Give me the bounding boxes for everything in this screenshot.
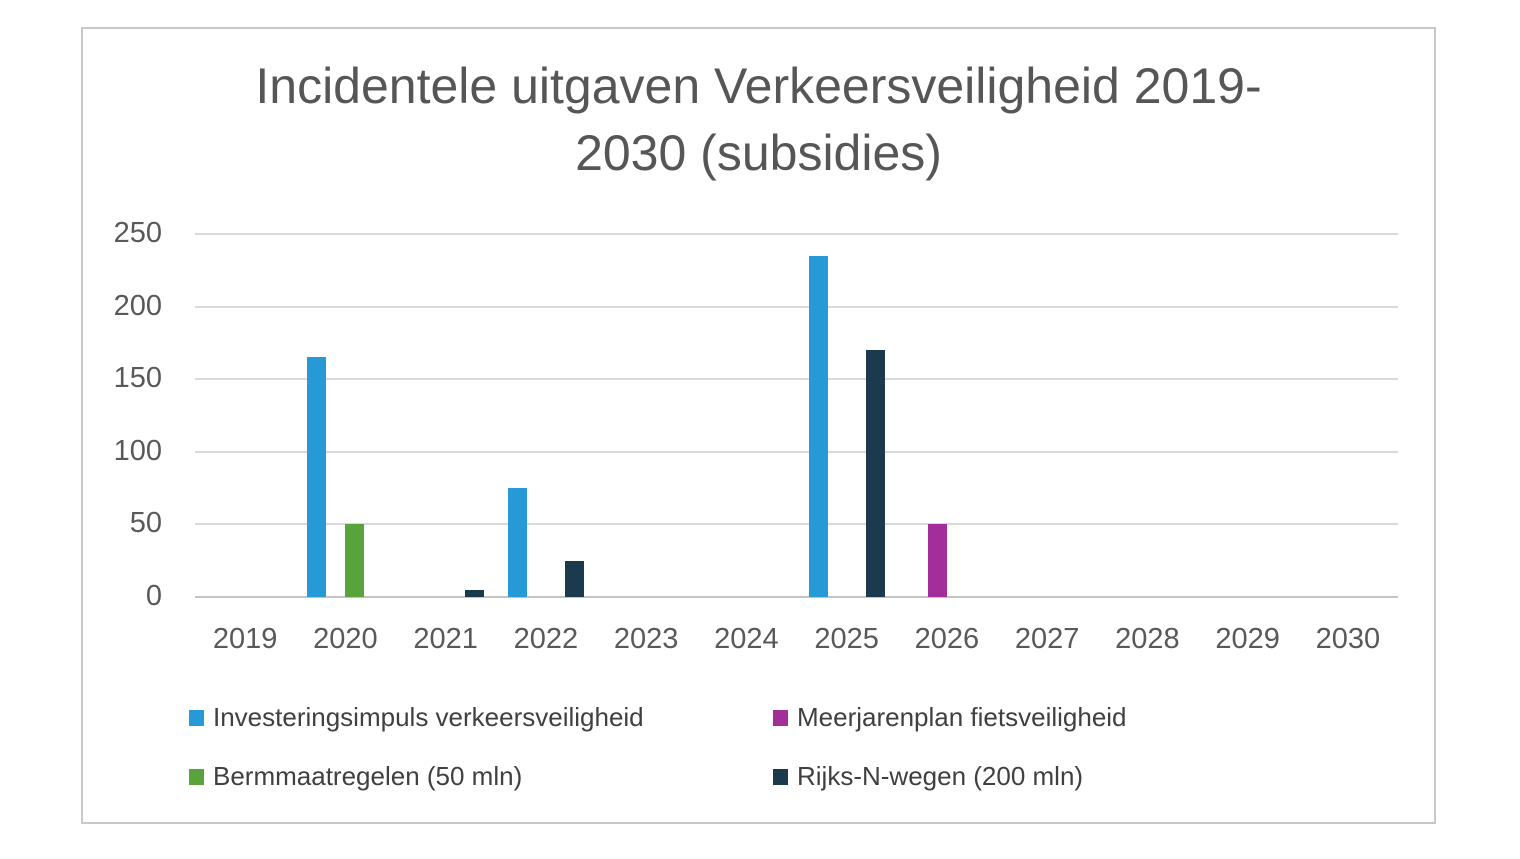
legend-item-investeringsimpuls-verkeersveiligheid: Investeringsimpuls verkeersveiligheid [189,701,773,734]
gridline-y-200 [195,305,1398,308]
bar-rijks-n-wegen-2022 [564,560,584,597]
y-tick-label-250: 250 [113,217,162,249]
gridline-y-250 [195,233,1398,235]
legend-item-rijks-n-wegen: Rijks-N-wegen (200 mln) [773,760,1127,793]
legend-label-investeringsimpuls-verkeersveiligheid: Investeringsimpuls verkeersveiligheid [213,702,644,732]
gridline-y-50 [195,523,1398,526]
y-tick-label-200: 200 [113,289,162,322]
x-tick-label-2020: 2020 [313,623,378,655]
legend-label-meerjarenplan-fietsveiligheid: Meerjarenplan fietsveiligheid [797,702,1127,732]
x-tick-label-2029: 2029 [1215,623,1280,655]
bar-investeringsimpuls-verkeersveiligheid-2020 [307,357,327,597]
y-tick-label-0: 0 [145,580,162,612]
x-tick-label-2030: 2030 [1315,623,1381,655]
x-tick-label-2024: 2024 [714,623,779,655]
legend-swatch-rijks-n-wegen [773,768,788,785]
x-tick-label-2025: 2025 [814,623,879,655]
legend-label-rijks-n-wegen: Rijks-N-wegen (200 mln) [797,761,1084,791]
bar-investeringsimpuls-verkeersveiligheid-2025 [808,255,828,597]
chart-title-text: Incidentele uitgaven Verkeersveiligheid … [255,58,1262,181]
y-tick-label-100: 100 [113,434,162,467]
x-tick-label-2023: 2023 [613,623,679,655]
chart-title: Incidentele uitgaven Verkeersveiligheid … [83,53,1434,187]
y-tick-label-50: 50 [129,507,162,540]
x-tick-label-2021: 2021 [413,623,478,655]
bar-investeringsimpuls-verkeersveiligheid-2022 [507,488,527,597]
gridline-y-150 [195,378,1398,381]
legend-swatch-meerjarenplan-fietsveiligheid [773,709,788,726]
legend-swatch-investeringsimpuls-verkeersveiligheid [189,709,204,726]
x-tick-label-2019: 2019 [212,623,278,655]
bar-bermmaatregelen-2020 [345,524,365,597]
bar-rijks-n-wegen-2021 [464,589,484,597]
x-tick-label-2026: 2026 [914,623,980,655]
legend-swatch-bermmaatregelen [189,768,204,785]
chart-legend: Investeringsimpuls verkeersveiligheid Mee… [189,701,1127,793]
legend-item-bermmaatregelen: Bermmaatregelen (50 mln) [189,760,773,793]
x-tick-label-2027: 2027 [1014,623,1080,655]
y-tick-label-150: 150 [113,362,162,395]
bar-rijks-n-wegen-2025 [865,350,885,597]
x-axis-line [195,596,1398,598]
gridline-y-100 [195,450,1398,453]
legend-label-bermmaatregelen: Bermmaatregelen (50 mln) [213,761,523,791]
x-tick-label-2022: 2022 [513,623,579,655]
x-tick-label-2028: 2028 [1115,623,1180,655]
legend-item-meerjarenplan-fietsveiligheid: Meerjarenplan fietsveiligheid [773,701,1127,734]
chart-frame: Incidentele uitgaven Verkeersveiligheid … [81,27,1436,824]
bar-meerjarenplan-fietsveiligheid-2026 [927,524,947,597]
